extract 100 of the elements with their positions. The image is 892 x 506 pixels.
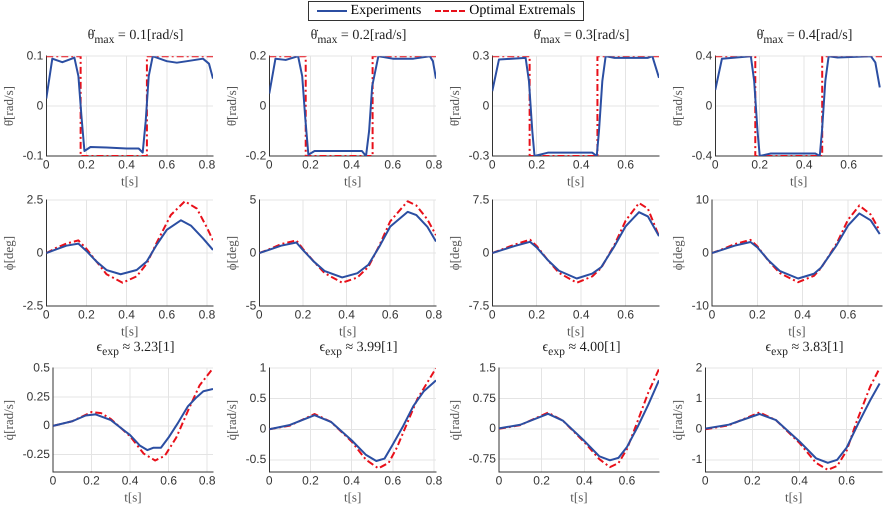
x-tick-label: 0.8 bbox=[425, 308, 442, 322]
legend-label: Experiments bbox=[350, 3, 422, 19]
x-tick-label: 0.6 bbox=[617, 158, 634, 172]
x-tick-label: 0.4 bbox=[572, 158, 590, 172]
y-tick-label: 0 bbox=[482, 245, 490, 260]
x-tick-label: 0.8 bbox=[198, 158, 216, 172]
x-tick-label: 0.8 bbox=[426, 158, 443, 172]
y-tick-label: 0.4 bbox=[696, 48, 713, 63]
chart-title: θ̇$_{max}$ = 0.4[rad/s] bbox=[756, 28, 854, 48]
y-tick-label: 0.2 bbox=[250, 48, 267, 63]
y-tick-label: 0 bbox=[36, 245, 44, 260]
y-tick-label: 0 bbox=[489, 421, 496, 436]
y-axis-title: q̇[rad/s] bbox=[447, 400, 462, 440]
y-tick-label: -5 bbox=[246, 298, 257, 312]
x-axis-title: t[s] bbox=[570, 490, 588, 505]
y-tick-label: 10 bbox=[696, 192, 710, 207]
y-tick-label: 0.5 bbox=[33, 360, 50, 375]
x-tick-label: 0.8 bbox=[198, 474, 216, 488]
chart-title: θ̇$_{max}$ = 0.2[rad/s] bbox=[310, 28, 408, 48]
chart-title: ϵ$_{exp}$ ≈ 3.23[1] bbox=[95, 340, 176, 360]
x-tick-label: 0.4 bbox=[791, 474, 808, 488]
y-axis-title: q̇[rad/s] bbox=[1, 400, 16, 440]
y-axis-title: ϕ[deg] bbox=[1, 236, 16, 270]
x-axis-title: t[s] bbox=[566, 174, 584, 189]
x-tick-label: 0.6 bbox=[617, 308, 634, 322]
x-tick-label: 0.6 bbox=[382, 308, 399, 322]
chart-title: ϵ$_{exp}$ ≈ 3.83[1] bbox=[764, 340, 845, 360]
y-tick-label: -1 bbox=[692, 452, 703, 466]
x-tick-label: 0.4 bbox=[118, 158, 136, 172]
x-tick-label: 0.2 bbox=[294, 308, 312, 322]
x-tick-label: 0.6 bbox=[384, 474, 402, 488]
x-tick-label: 0.4 bbox=[572, 308, 590, 322]
y-tick-label: 0 bbox=[43, 418, 50, 432]
x-axis-title: t[s] bbox=[344, 490, 362, 505]
y-tick-label: -10 bbox=[692, 298, 710, 312]
x-tick-label: 0.6 bbox=[160, 474, 178, 488]
chart-title: θ̇$_{max}$ = 0.3[rad/s] bbox=[532, 28, 630, 48]
y-tick-label: -2.5 bbox=[22, 298, 44, 312]
x-tick-label: 0.2 bbox=[751, 158, 768, 172]
x-tick-label: 0.6 bbox=[840, 308, 857, 322]
x-tick-label: 0.6 bbox=[840, 158, 858, 172]
y-tick-label: 2.5 bbox=[26, 192, 44, 207]
y-tick-label: -0.3 bbox=[468, 148, 490, 162]
y-tick-label: 0 bbox=[36, 98, 44, 112]
chart-title: θ̇$_{max}$ = 0.1[rad/s] bbox=[86, 28, 184, 48]
x-tick-label: 0.6 bbox=[158, 308, 176, 322]
chart-title: ϵ$_{exp}$ ≈ 3.99[1] bbox=[318, 340, 399, 360]
line-series bbox=[712, 204, 881, 284]
x-tick-label: 0.2 bbox=[83, 474, 100, 488]
y-tick-label: -0.2 bbox=[246, 148, 267, 162]
y-tick-label: 2 bbox=[696, 360, 703, 375]
y-tick-label: -0.5 bbox=[246, 452, 267, 466]
x-tick-label: 0.2 bbox=[533, 474, 550, 488]
y-axis-title: θ̇[rad/s] bbox=[224, 86, 240, 126]
y-axis-title: q̇[rad/s] bbox=[670, 400, 686, 440]
y-tick-label: 0.75 bbox=[472, 390, 496, 405]
y-tick-label: 0 bbox=[706, 98, 713, 112]
x-tick-label: 0.4 bbox=[118, 308, 136, 322]
y-axis-title: θ̇[rad/s] bbox=[447, 86, 462, 126]
y-tick-label: 0 bbox=[260, 98, 267, 112]
y-axis-title: q̇[rad/s] bbox=[224, 400, 240, 440]
y-tick-label: 0 bbox=[696, 422, 703, 436]
y-axis-title: ϕ[deg] bbox=[670, 236, 686, 270]
y-axis-title: θ̇[rad/s] bbox=[1, 86, 16, 126]
x-axis-title: t[s] bbox=[784, 490, 802, 505]
x-tick-label: 0.2 bbox=[748, 308, 766, 322]
x-tick-label: 0.2 bbox=[302, 474, 320, 488]
y-axis-title: ϕ[deg] bbox=[447, 236, 462, 270]
x-tick-label: 0.2 bbox=[528, 158, 546, 172]
y-tick-label: -0.25 bbox=[22, 447, 50, 462]
x-tick-label: 0.6 bbox=[838, 474, 856, 488]
x-tick-label: 0.6 bbox=[384, 158, 402, 172]
y-tick-label: -0.75 bbox=[468, 451, 496, 466]
x-tick-label: 0.6 bbox=[158, 158, 176, 172]
y-tick-label: 7.5 bbox=[472, 192, 490, 207]
x-tick-label: 0.8 bbox=[426, 474, 443, 488]
y-tick-label: 1 bbox=[696, 391, 703, 406]
y-axis-title: ϕ[deg] bbox=[224, 236, 240, 270]
x-tick-label: 0.8 bbox=[198, 308, 216, 322]
x-tick-label: 0.4 bbox=[338, 308, 356, 322]
y-tick-label: 0.3 bbox=[472, 48, 490, 63]
x-axis-title: t[s] bbox=[120, 174, 138, 189]
y-tick-label: 0 bbox=[250, 245, 257, 260]
x-tick-label: 0.4 bbox=[343, 158, 360, 172]
y-tick-label: 1 bbox=[260, 360, 267, 375]
x-tick-label: 0.2 bbox=[302, 158, 320, 172]
x-tick-label: 0.2 bbox=[78, 308, 96, 322]
line-series bbox=[705, 368, 881, 471]
x-tick-label: 0.2 bbox=[528, 308, 546, 322]
x-tick-label: 0.2 bbox=[744, 474, 762, 488]
x-tick-label: 0.6 bbox=[618, 474, 636, 488]
x-axis-title: t[s] bbox=[124, 490, 142, 505]
x-axis-title: t[s] bbox=[120, 324, 138, 339]
x-tick-label: 0.4 bbox=[122, 474, 139, 488]
y-tick-label: 0.1 bbox=[26, 48, 44, 63]
y-tick-label: 0 bbox=[702, 245, 710, 260]
y-tick-label: 0 bbox=[482, 98, 490, 112]
x-axis-title: t[s] bbox=[338, 324, 356, 339]
x-tick-label: 0.4 bbox=[576, 474, 593, 488]
x-tick-label: 0.4 bbox=[343, 474, 360, 488]
